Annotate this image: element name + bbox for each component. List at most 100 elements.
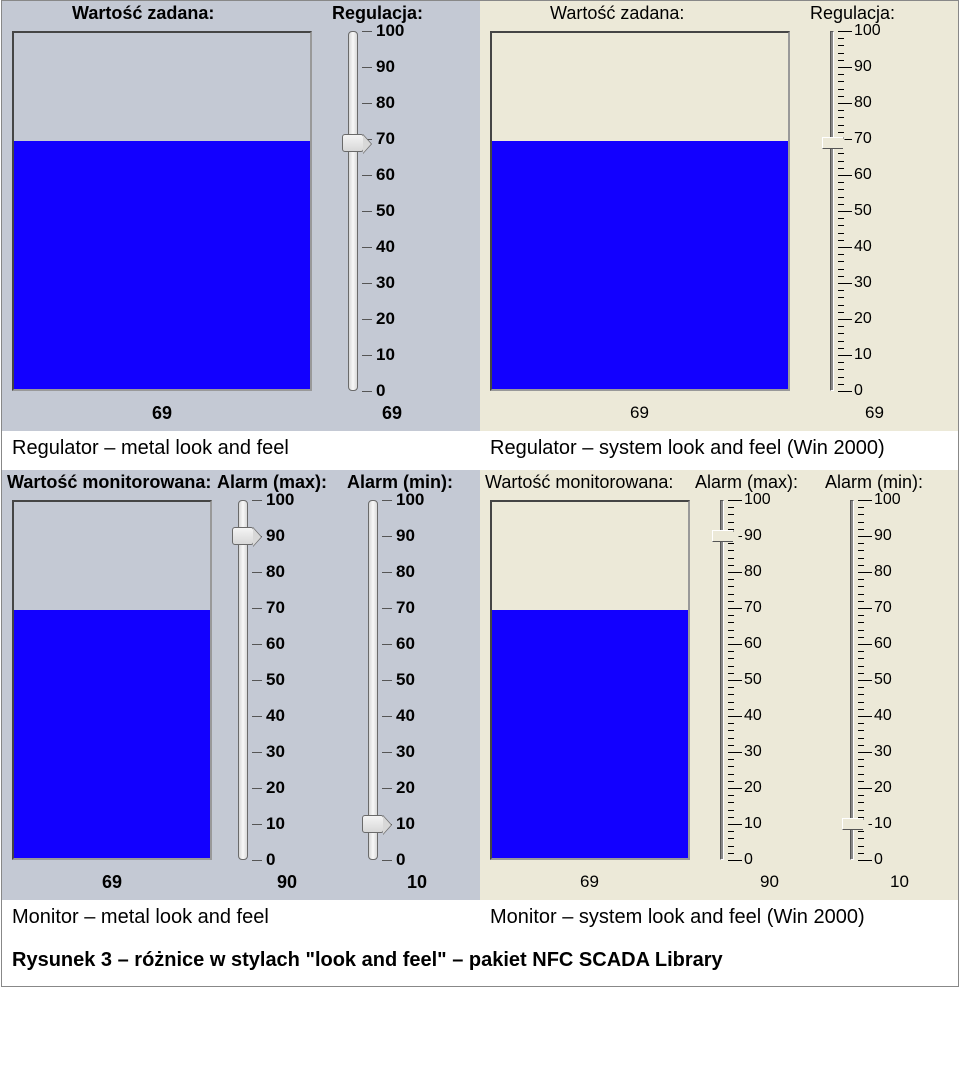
- slider-thumb[interactable]: [362, 815, 384, 833]
- slider-thumb[interactable]: [712, 530, 734, 542]
- panel-heading: Wartość zadana:: [550, 3, 684, 24]
- tank-gauge: [12, 500, 212, 860]
- tick-label: 60: [396, 634, 415, 654]
- tick-label: 20: [396, 778, 415, 798]
- panel-heading: Alarm (max):: [695, 472, 798, 493]
- tick-label: 90: [744, 527, 762, 545]
- tick-label: 30: [744, 743, 762, 761]
- tick-label: 100: [854, 22, 881, 40]
- tick-label: 50: [854, 202, 872, 220]
- tick-label: 90: [854, 58, 872, 76]
- cell-monitor-metal: Wartość monitorowana:Alarm (max):Alarm (…: [2, 470, 480, 939]
- tick-label: 70: [266, 598, 285, 618]
- tick-label: 10: [874, 815, 892, 833]
- tick-label: 0: [854, 382, 863, 400]
- slider-thumb[interactable]: [822, 137, 844, 149]
- value-readout: 90: [760, 872, 779, 892]
- slider-thumb[interactable]: [342, 134, 364, 152]
- value-readout: 69: [865, 403, 884, 423]
- tick-label: 80: [854, 94, 872, 112]
- value-readout: 90: [277, 872, 297, 893]
- tick-label: 100: [744, 491, 771, 509]
- tick-label: 60: [266, 634, 285, 654]
- panel-regulator-sys: Wartość zadana:Regulacja:010203040506070…: [480, 1, 958, 431]
- panel-monitor-sys: Wartość monitorowana: Alarm (max): Alarm (…: [480, 470, 958, 900]
- figure-caption: Rysunek 3 – różnice w stylach "look and …: [2, 939, 958, 986]
- slider-thumb[interactable]: [842, 818, 864, 830]
- panel-regulator-metal: Wartość zadana:Regulacja:010203040506070…: [2, 1, 480, 431]
- tick-label: 0: [874, 851, 883, 869]
- tick-label: 20: [854, 310, 872, 328]
- tick-label: 100: [376, 21, 404, 41]
- tank-gauge: [490, 31, 790, 391]
- tick-label: 70: [854, 130, 872, 148]
- tick-label: 90: [266, 526, 285, 546]
- tick-label: 100: [874, 491, 901, 509]
- panel-heading: Wartość monitorowana:: [485, 472, 673, 493]
- tick-label: 0: [744, 851, 753, 869]
- tick-label: 60: [854, 166, 872, 184]
- panel-monitor-metal: Wartość monitorowana:Alarm (max):Alarm (…: [2, 470, 480, 900]
- value-readout: 69: [580, 872, 599, 892]
- tick-label: 80: [874, 563, 892, 581]
- tick-label: 60: [376, 165, 395, 185]
- value-readout: 10: [407, 872, 427, 893]
- tick-label: 60: [744, 635, 762, 653]
- caption-regulator-metal: Regulator – metal look and feel: [2, 431, 480, 470]
- tick-label: 10: [266, 814, 285, 834]
- tick-label: 90: [396, 526, 415, 546]
- tank-fill: [492, 610, 688, 858]
- value-readout: 69: [382, 403, 402, 424]
- value-readout: 69: [152, 403, 172, 424]
- tick-label: 10: [396, 814, 415, 834]
- tick-label: 100: [266, 490, 294, 510]
- value-readout: 69: [630, 403, 649, 423]
- tick-label: 30: [854, 274, 872, 292]
- tank-gauge: [12, 31, 312, 391]
- tick-label: 40: [376, 237, 395, 257]
- tick-label: 70: [874, 599, 892, 617]
- tick-label: 80: [744, 563, 762, 581]
- panel-heading: Alarm (min):: [825, 472, 923, 493]
- tick-label: 70: [396, 598, 415, 618]
- panel-heading: Wartość zadana:: [72, 3, 214, 24]
- row-regulators: Wartość zadana:Regulacja:010203040506070…: [2, 1, 958, 470]
- tick-label: 40: [874, 707, 892, 725]
- tank-fill: [14, 141, 310, 389]
- tank-fill: [492, 141, 788, 389]
- tick-label: 50: [874, 671, 892, 689]
- tick-label: 50: [266, 670, 285, 690]
- panel-heading: Regulacja:: [810, 3, 895, 24]
- panel-heading: Wartość monitorowana:: [7, 472, 211, 493]
- tick-label: 90: [376, 57, 395, 77]
- caption-monitor-metal: Monitor – metal look and feel: [2, 900, 480, 939]
- tick-label: 10: [744, 815, 762, 833]
- tank-gauge: [490, 500, 690, 860]
- caption-regulator-sys: Regulator – system look and feel (Win 20…: [480, 431, 958, 470]
- tick-label: 80: [376, 93, 395, 113]
- tick-label: 50: [396, 670, 415, 690]
- tick-label: 30: [874, 743, 892, 761]
- tick-label: 30: [376, 273, 395, 293]
- cell-monitor-sys: Wartość monitorowana: Alarm (max): Alarm (…: [480, 470, 958, 939]
- tick-label: 70: [744, 599, 762, 617]
- tick-label: 50: [744, 671, 762, 689]
- tick-label: 0: [266, 850, 275, 870]
- tick-label: 40: [266, 706, 285, 726]
- tick-label: 40: [854, 238, 872, 256]
- tick-label: 20: [376, 309, 395, 329]
- tick-label: 0: [376, 381, 385, 401]
- cell-regulator-sys: Wartość zadana:Regulacja:010203040506070…: [480, 1, 958, 470]
- slider-thumb[interactable]: [232, 527, 254, 545]
- value-readout: 10: [890, 872, 909, 892]
- tick-label: 30: [396, 742, 415, 762]
- tick-label: 20: [266, 778, 285, 798]
- tick-label: 100: [396, 490, 424, 510]
- tank-fill: [14, 610, 210, 858]
- value-readout: 69: [102, 872, 122, 893]
- tick-label: 70: [376, 129, 395, 149]
- tick-label: 20: [874, 779, 892, 797]
- tick-label: 40: [396, 706, 415, 726]
- tick-label: 80: [396, 562, 415, 582]
- tick-label: 60: [874, 635, 892, 653]
